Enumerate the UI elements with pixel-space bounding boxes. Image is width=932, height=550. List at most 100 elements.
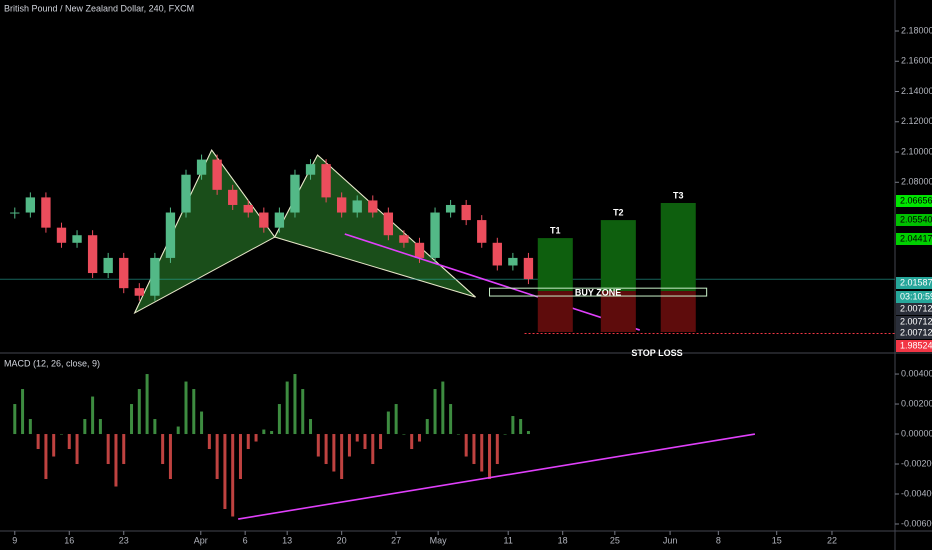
macd-bar xyxy=(44,434,48,480)
macd-bar xyxy=(472,434,476,465)
stop-box xyxy=(537,291,573,333)
target-label: T2 xyxy=(613,207,624,217)
macd-bar xyxy=(316,434,320,457)
stop-loss-label: STOP LOSS xyxy=(631,348,682,358)
y-tick-label: 0.00000 xyxy=(901,428,932,438)
macd-bar xyxy=(262,429,266,435)
target-box xyxy=(600,220,636,292)
candle-body xyxy=(41,197,51,228)
candle-body xyxy=(352,200,362,213)
macd-bar xyxy=(526,431,530,435)
y-tick-label: 0.00200 xyxy=(901,398,932,408)
price-badge-label: 2.05540 xyxy=(900,214,932,224)
macd-bar xyxy=(161,434,165,465)
macd-bar xyxy=(238,434,242,480)
buy-zone-label: BUY ZONE xyxy=(575,287,621,297)
stop-box xyxy=(600,291,636,333)
macd-bar xyxy=(223,434,227,510)
macd-bar xyxy=(332,434,336,472)
price-badge xyxy=(896,195,932,207)
x-tick-label: 16 xyxy=(64,535,74,545)
macd-bar xyxy=(52,434,56,457)
y-tick-label: 0.00400 xyxy=(901,368,932,378)
macd-bar xyxy=(122,434,126,465)
macd-bar xyxy=(379,434,383,450)
candle-body xyxy=(368,200,378,213)
macd-bar xyxy=(168,434,172,480)
y-tick-label: 2.16000 xyxy=(901,56,932,66)
x-tick-label: 23 xyxy=(119,535,129,545)
target-label: T3 xyxy=(673,190,684,200)
macd-bar xyxy=(184,381,188,435)
y-tick-label: 2.08000 xyxy=(901,177,932,187)
macd-bar xyxy=(371,434,375,465)
macd-bar xyxy=(433,389,437,435)
macd-bar xyxy=(511,416,515,435)
y-tick-label: -0.00600 xyxy=(901,518,932,528)
macd-bar xyxy=(200,411,204,435)
price-badge xyxy=(896,340,932,352)
x-tick-label: 22 xyxy=(827,535,837,545)
candle-body xyxy=(56,227,67,243)
candle-body xyxy=(445,204,456,213)
price-badge xyxy=(896,291,932,303)
macd-bar xyxy=(130,404,134,435)
macd-bar xyxy=(355,434,359,442)
candle-body xyxy=(72,235,82,243)
macd-bar xyxy=(324,434,328,465)
macd-bar xyxy=(192,389,196,435)
candle-body xyxy=(165,212,176,258)
x-tick-label: 18 xyxy=(558,535,568,545)
macd-bar xyxy=(277,404,281,435)
macd-bar xyxy=(153,419,157,435)
price-badge xyxy=(896,233,932,245)
macd-bar xyxy=(417,434,421,442)
price-badge-label: 2.00712 xyxy=(900,327,932,337)
x-tick-label: 9 xyxy=(12,535,17,545)
macd-bar xyxy=(309,419,313,435)
macd-bar xyxy=(75,434,79,465)
y-tick-label: 2.14000 xyxy=(901,86,932,96)
price-badge xyxy=(896,277,932,289)
macd-bar xyxy=(410,434,414,450)
macd-bar xyxy=(98,419,102,435)
y-tick-label: -0.00200 xyxy=(901,458,932,468)
candle-body xyxy=(523,257,534,280)
candle-body xyxy=(119,257,129,289)
macd-bar xyxy=(36,434,40,450)
candle-body xyxy=(150,257,160,296)
macd-bar xyxy=(254,434,258,442)
macd-bar xyxy=(13,404,17,435)
macd-bar xyxy=(207,434,211,450)
y-tick-label: 2.12000 xyxy=(901,116,932,126)
stop-box xyxy=(660,291,696,333)
candle-body xyxy=(103,257,113,274)
candle-body xyxy=(477,220,487,243)
x-tick-label: 20 xyxy=(337,535,347,545)
macd-bar xyxy=(176,426,180,435)
macd-bar xyxy=(480,434,484,472)
trend-line xyxy=(344,233,640,331)
x-tick-label: Apr xyxy=(194,535,208,545)
macd-bar xyxy=(114,434,118,487)
macd-bar xyxy=(464,434,468,457)
x-tick-label: 11 xyxy=(504,535,513,545)
macd-bar xyxy=(441,381,445,435)
macd-bar xyxy=(106,434,110,465)
macd-bar xyxy=(340,434,344,480)
candle-body xyxy=(181,174,191,213)
macd-bar xyxy=(285,381,289,435)
x-tick-label: 8 xyxy=(716,535,721,545)
price-badge xyxy=(896,327,932,339)
x-tick-label: 15 xyxy=(772,535,782,545)
macd-bar xyxy=(386,411,390,435)
candle-body xyxy=(508,257,518,266)
price-badge xyxy=(896,316,932,328)
price-badge-label: 1.98524 xyxy=(900,340,932,350)
macd-bar xyxy=(28,419,32,435)
price-badge-label: 2.06656 xyxy=(900,195,932,205)
candle-body xyxy=(383,212,394,236)
candle-body xyxy=(10,212,20,214)
